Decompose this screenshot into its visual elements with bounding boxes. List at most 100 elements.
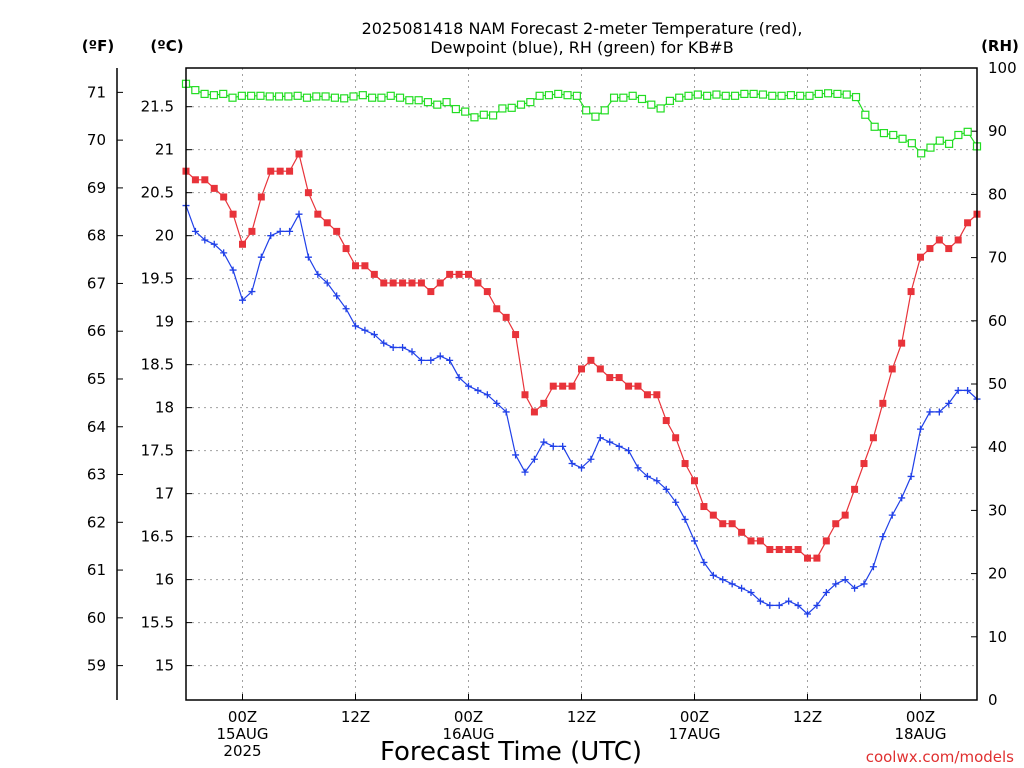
data-point: [380, 339, 388, 347]
data-point: [935, 408, 943, 416]
data-point: [549, 382, 557, 390]
data-point: [389, 343, 397, 351]
data-point: [349, 92, 358, 101]
time-tick-label: 15AUG: [217, 725, 269, 743]
series-temperature: [182, 150, 981, 562]
data-point: [265, 92, 274, 101]
data-point: [738, 584, 746, 592]
data-point: [665, 96, 675, 105]
data-point: [578, 365, 585, 373]
celsius-tick-label: 21: [155, 141, 174, 159]
data-point: [417, 356, 425, 364]
data-point: [785, 546, 793, 554]
celsius-tick-label: 15.5: [141, 614, 174, 632]
data-point: [758, 90, 768, 99]
data-point: [775, 601, 783, 609]
data-point: [917, 253, 924, 261]
data-point: [719, 576, 727, 584]
data-point: [521, 391, 529, 399]
fahrenheit-tick-label: 63: [87, 466, 106, 484]
data-point: [446, 356, 454, 364]
data-point: [274, 92, 284, 101]
data-point: [267, 232, 275, 240]
data-point: [286, 227, 294, 235]
fahrenheit-tick-label: 71: [87, 83, 106, 101]
celsius-tick-label: 16.5: [141, 528, 174, 546]
data-point: [423, 98, 433, 107]
data-point: [672, 498, 680, 506]
data-point: [719, 520, 727, 528]
data-point: [267, 167, 275, 175]
data-point: [461, 107, 470, 116]
time-tick-label: 12Z: [793, 708, 822, 726]
data-point: [709, 511, 717, 519]
data-point: [209, 91, 219, 100]
data-point: [926, 408, 934, 416]
data-point: [796, 91, 805, 100]
data-point: [408, 279, 416, 287]
data-point: [879, 399, 887, 407]
data-point: [229, 210, 237, 218]
credit-text: coolwx.com/models: [866, 748, 1014, 766]
data-point: [653, 391, 661, 399]
data-point: [879, 128, 889, 138]
data-point: [549, 442, 557, 450]
data-point: [681, 515, 689, 523]
data-point: [284, 92, 293, 101]
data-point: [888, 511, 896, 519]
data-point: [804, 610, 811, 618]
data-point: [691, 537, 698, 545]
data-point: [889, 130, 898, 140]
data-point: [822, 589, 830, 597]
data-point: [248, 288, 256, 296]
data-point: [756, 597, 764, 605]
data-point: [256, 91, 265, 100]
data-point: [596, 434, 604, 442]
data-point: [502, 408, 510, 416]
fahrenheit-tick-label: 61: [87, 561, 106, 579]
rh-tick-label: 80: [988, 185, 1007, 203]
data-point: [656, 104, 665, 113]
data-point: [493, 399, 501, 407]
data-point: [728, 580, 736, 588]
data-point: [314, 270, 322, 278]
data-point: [700, 558, 708, 566]
data-point: [544, 91, 554, 100]
data-point: [200, 89, 209, 99]
time-tick-label: 18AUG: [895, 725, 947, 743]
data-point: [898, 134, 907, 143]
rh-tick-label: 60: [988, 312, 1007, 330]
celsius-tick-label: 18: [155, 399, 174, 417]
fahrenheit-tick-label: 68: [87, 227, 106, 245]
data-point: [628, 91, 637, 100]
fahrenheit-tick-label: 69: [87, 179, 106, 197]
data-point: [414, 96, 423, 105]
data-point: [637, 94, 647, 104]
data-point: [907, 288, 915, 296]
data-point: [721, 91, 730, 100]
data-point: [691, 477, 698, 485]
data-point: [775, 546, 783, 554]
data-point: [917, 425, 924, 433]
data-point: [662, 485, 670, 493]
data-point: [814, 89, 823, 99]
celsius-tick-label: 16: [155, 571, 174, 589]
rh-tick-label: 50: [988, 375, 1007, 393]
data-point: [860, 580, 868, 588]
fahrenheit-tick-label: 59: [87, 657, 106, 675]
data-point: [247, 91, 256, 100]
data-point: [446, 270, 454, 278]
data-point: [405, 96, 414, 105]
data-point: [805, 91, 814, 100]
data-point: [488, 111, 498, 120]
data-point: [898, 339, 906, 347]
data-point: [257, 253, 265, 261]
data-point: [917, 149, 926, 158]
data-point: [609, 93, 619, 102]
data-point: [427, 288, 435, 296]
data-point: [493, 305, 501, 313]
data-point: [833, 89, 842, 99]
rh-axis: 0 10 20 30 40 50 60 70 80 90 100: [971, 59, 1017, 709]
data-point: [554, 89, 563, 99]
data-point: [286, 167, 294, 175]
